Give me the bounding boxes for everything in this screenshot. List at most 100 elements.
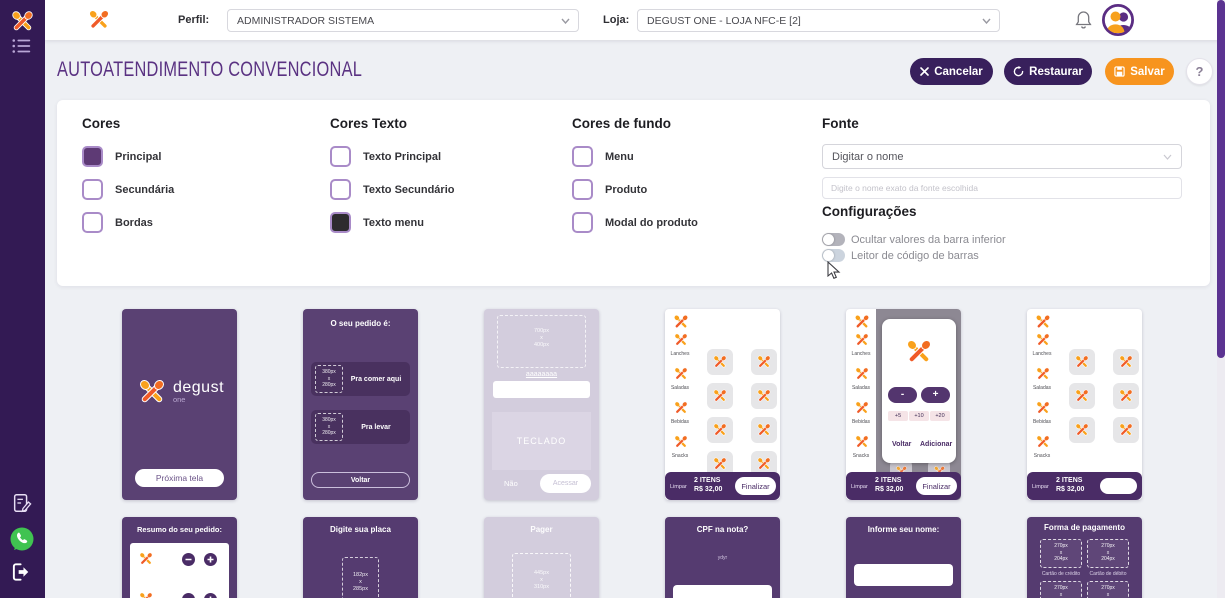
summary-panel xyxy=(130,543,229,598)
finish-button: Finalizar xyxy=(735,477,776,495)
take-away-button: 380px x 280px Pra levar xyxy=(311,410,410,444)
color-swatch-texto-secundario[interactable] xyxy=(330,179,351,200)
category-label: Lanches xyxy=(851,351,871,357)
product-tile xyxy=(1069,417,1095,443)
category-icon xyxy=(853,399,871,417)
category-label: Snacks xyxy=(671,453,689,459)
category-icon xyxy=(672,433,690,451)
minus-circle-icon xyxy=(182,593,195,598)
toggle-barcode-reader[interactable] xyxy=(822,249,845,262)
order-type-title: O seu pedido é: xyxy=(330,319,391,328)
category-icon xyxy=(853,433,871,451)
preview-welcome-screen: degust one Próxima tela xyxy=(122,309,237,500)
eat-here-label: Pra comer aqui xyxy=(350,375,402,383)
cart-total: R$ 32,00 xyxy=(875,486,904,493)
color-row-secundaria: Secundária xyxy=(82,179,174,200)
quick-add-chip: +10 xyxy=(909,411,929,421)
restore-button[interactable]: Restaurar xyxy=(1004,58,1092,85)
credit-card-label: Cartão de crédito xyxy=(1041,571,1081,577)
color-label-fundo-modal: Modal do produto xyxy=(605,216,698,229)
loja-select[interactable]: DEGUST ONE - LOJA NFC-E [2] xyxy=(637,9,1000,32)
logout-icon[interactable] xyxy=(11,562,34,582)
sample-text: aaaaaaaa xyxy=(525,371,558,378)
eat-here-button: 380px x 280px Pra comer aqui xyxy=(311,362,410,396)
preview-keyboard-screen: 700px x 400px aaaaaaaa TECLADO Não Acess… xyxy=(484,309,599,500)
user-avatar[interactable] xyxy=(1102,4,1134,36)
toggle-hide-values-label: Ocultar valores da barra inferior xyxy=(851,233,1006,246)
preview-pager-screen: Pager 445px x 310px xyxy=(484,517,599,598)
preview-order-type-screen: O seu pedido é: 380px x 280px Pra comer … xyxy=(303,309,418,500)
color-swatch-texto-menu[interactable] xyxy=(330,212,351,233)
color-label-principal: Principal xyxy=(115,150,162,163)
help-button[interactable]: ? xyxy=(1186,58,1213,85)
loja-label: Loja: xyxy=(603,14,630,26)
image-placeholder: 700px x 400px xyxy=(497,315,586,368)
cart-total: R$ 32,00 xyxy=(694,486,723,493)
brand-logo-icon[interactable] xyxy=(8,7,37,36)
plus-circle-icon xyxy=(204,593,217,598)
no-label: Não xyxy=(504,479,518,488)
preview-menu-screen: Lanches Saladas Bebidas Snacks Limpar 2 … xyxy=(665,309,780,500)
payment-option-placeholder: 270px x 204px xyxy=(1040,581,1082,598)
color-swatch-principal[interactable] xyxy=(82,146,103,167)
font-name-input[interactable] xyxy=(822,177,1182,199)
preview-cpf-screen: CPF na nota? ydyr xyxy=(665,517,780,598)
x-icon xyxy=(920,67,930,76)
payment-option-placeholder: 270px x 204px xyxy=(1087,539,1129,568)
color-swatch-bordas[interactable] xyxy=(82,212,103,233)
payment-title: Forma de pagamento xyxy=(1044,523,1125,532)
menu-list-icon[interactable] xyxy=(11,37,33,55)
product-tile xyxy=(751,383,777,409)
color-swatch-texto-principal[interactable] xyxy=(330,146,351,167)
page-scrollbar-thumb[interactable] xyxy=(1217,0,1225,358)
color-swatch-fundo-modal[interactable] xyxy=(572,212,593,233)
color-swatch-fundo-menu[interactable] xyxy=(572,146,593,167)
product-modal: - + +5 +10 +20 Voltar Adicionar xyxy=(882,319,956,463)
chevron-down-icon xyxy=(982,18,991,24)
product-logo-icon xyxy=(137,550,155,568)
refresh-icon xyxy=(1013,66,1024,77)
font-select[interactable]: Digitar o nome xyxy=(822,144,1182,169)
color-row-bordas: Bordas xyxy=(82,212,153,233)
perfil-select[interactable]: ADMINISTRADOR SISTEMA xyxy=(227,9,579,32)
brand-name: degust xyxy=(172,378,225,396)
cart-items-count: 2 ITENS xyxy=(694,477,721,484)
toggle-hide-values[interactable] xyxy=(822,233,845,246)
document-pencil-icon[interactable] xyxy=(11,492,33,514)
save-button[interactable]: Salvar xyxy=(1105,58,1174,85)
product-logo-icon xyxy=(137,590,155,598)
toggle-knob xyxy=(823,250,834,261)
preview-product-modal-screen: Lanches Saladas Bebidas Snacks - + +5 +1… xyxy=(846,309,961,500)
cancel-button[interactable]: Cancelar xyxy=(910,58,993,85)
mouse-cursor xyxy=(827,261,841,280)
category-icon xyxy=(1034,433,1052,451)
modal-back-link: Voltar xyxy=(892,441,912,448)
minus-circle-icon xyxy=(182,553,195,566)
category-label: Bebidas xyxy=(1032,419,1052,425)
color-swatch-secundaria[interactable] xyxy=(82,179,103,200)
whatsapp-icon[interactable] xyxy=(9,526,35,552)
category-icon xyxy=(1034,365,1052,383)
cart-bottom-bar: Limpar 2 ITENS R$ 32,00 Finalizar xyxy=(846,472,961,500)
product-tile xyxy=(707,417,733,443)
color-swatch-fundo-produto[interactable] xyxy=(572,179,593,200)
cart-items-count: 2 ITENS xyxy=(875,477,902,484)
cart-bottom-bar: Limpar 2 ITENS R$ 32,00 xyxy=(1027,472,1142,500)
fonte-section-title: Fonte xyxy=(822,116,859,131)
category-icon xyxy=(672,331,690,349)
perfil-select-value: ADMINISTRADOR SISTEMA xyxy=(237,14,375,27)
category-label: Lanches xyxy=(670,351,690,357)
product-tile xyxy=(1069,383,1095,409)
category-icon xyxy=(1034,399,1052,417)
color-label-bordas: Bordas xyxy=(115,216,153,229)
color-row-fundo-menu: Menu xyxy=(572,146,634,167)
cart-bottom-bar: Limpar 2 ITENS R$ 32,00 Finalizar xyxy=(665,472,780,500)
notifications-bell-icon[interactable] xyxy=(1075,10,1092,30)
perfil-label: Perfil: xyxy=(178,14,210,26)
brand-logo-icon xyxy=(852,312,872,332)
page-scrollbar-track[interactable] xyxy=(1217,0,1225,598)
product-tile xyxy=(751,349,777,375)
category-icon xyxy=(672,399,690,417)
color-label-texto-menu: Texto menu xyxy=(363,216,424,229)
cart-items-count: 2 ITENS xyxy=(1056,477,1083,484)
